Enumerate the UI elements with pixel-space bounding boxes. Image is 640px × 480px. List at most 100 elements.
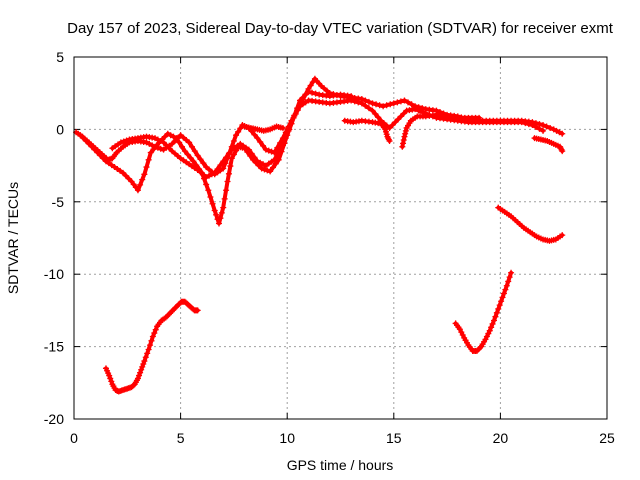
data-point	[372, 110, 379, 117]
data-point	[217, 215, 224, 222]
data-point	[248, 150, 255, 157]
data-point	[220, 158, 227, 165]
data-point	[540, 122, 547, 129]
data-point	[169, 140, 176, 147]
data-point	[254, 135, 261, 142]
data-point	[486, 327, 493, 334]
data-point	[85, 140, 92, 147]
data-point	[525, 121, 532, 128]
data-point	[312, 90, 319, 97]
data-point	[257, 138, 264, 145]
data-point	[142, 354, 149, 361]
data-point	[305, 88, 312, 95]
data-point	[380, 103, 387, 110]
data-point	[214, 216, 221, 223]
data-point	[277, 147, 284, 154]
data-point	[188, 143, 195, 150]
data-point	[373, 101, 380, 108]
y-tick-label-0: 5	[56, 49, 64, 65]
data-point	[296, 97, 303, 104]
data-point	[161, 133, 168, 140]
data-point	[394, 99, 401, 106]
data-point	[412, 106, 419, 113]
data-point	[272, 160, 279, 167]
data-point	[294, 105, 301, 112]
data-point	[387, 101, 394, 108]
data-point	[211, 207, 218, 214]
series-arc-tail-right	[531, 135, 566, 155]
data-point	[141, 171, 148, 178]
data-point	[488, 324, 495, 331]
data-point	[415, 107, 422, 114]
data-point	[163, 142, 170, 149]
data-point	[150, 146, 157, 153]
data-point	[269, 164, 276, 171]
data-point	[279, 142, 286, 149]
data-point	[543, 123, 550, 130]
data-point	[369, 100, 376, 107]
data-point	[221, 195, 228, 202]
data-point	[230, 151, 237, 158]
data-point	[375, 114, 382, 121]
data-point	[476, 114, 483, 121]
data-point	[218, 209, 225, 216]
data-point	[139, 363, 146, 370]
data-point	[217, 162, 224, 169]
data-point	[540, 127, 547, 134]
y-tick-label-4: -15	[44, 339, 64, 355]
data-point	[265, 147, 272, 154]
data-point	[94, 149, 101, 156]
plot-frame	[73, 56, 608, 420]
data-point	[100, 155, 107, 162]
data-point	[106, 372, 113, 379]
x-tick-label-2: 10	[279, 430, 295, 446]
data-point	[419, 109, 426, 116]
data-point	[400, 110, 407, 117]
data-point	[200, 160, 207, 167]
data-point	[302, 91, 309, 98]
data-point	[348, 93, 355, 100]
data-point	[237, 125, 244, 132]
data-point	[386, 124, 393, 131]
data-point	[291, 112, 298, 119]
data-point	[258, 165, 265, 172]
data-point	[518, 119, 525, 126]
data-point	[166, 145, 173, 152]
x-tick-label-0: 0	[70, 430, 78, 446]
data-point	[307, 82, 314, 89]
y-tick-label-5: -20	[44, 411, 64, 427]
data-point	[220, 204, 227, 211]
data-point	[194, 307, 201, 314]
data-point	[268, 148, 275, 155]
data-point	[213, 211, 220, 218]
data-point	[214, 165, 221, 172]
data-point	[138, 366, 145, 373]
data-point	[559, 232, 566, 239]
data-point	[191, 148, 198, 155]
data-point	[209, 200, 216, 207]
data-point	[125, 175, 132, 182]
data-point	[228, 155, 235, 162]
data-point	[120, 169, 127, 176]
data-point	[207, 193, 214, 200]
data-point	[274, 151, 281, 158]
data-point	[532, 123, 539, 130]
data-point	[235, 128, 242, 135]
data-point	[395, 116, 402, 123]
data-point	[392, 119, 399, 126]
x-axis-label: GPS time / hours	[287, 457, 394, 473]
data-point	[108, 378, 115, 385]
data-point	[559, 130, 566, 137]
data-point	[151, 330, 158, 337]
data-point	[405, 99, 412, 106]
grid	[74, 57, 607, 419]
data-point	[148, 337, 155, 344]
data-point	[309, 79, 316, 86]
data-point	[362, 102, 369, 109]
data-point	[107, 375, 114, 382]
data-point	[499, 294, 506, 301]
x-tick-label-1: 5	[177, 430, 185, 446]
data-point	[260, 142, 267, 149]
x-tick-label-4: 20	[493, 430, 509, 446]
data-point	[117, 139, 124, 146]
